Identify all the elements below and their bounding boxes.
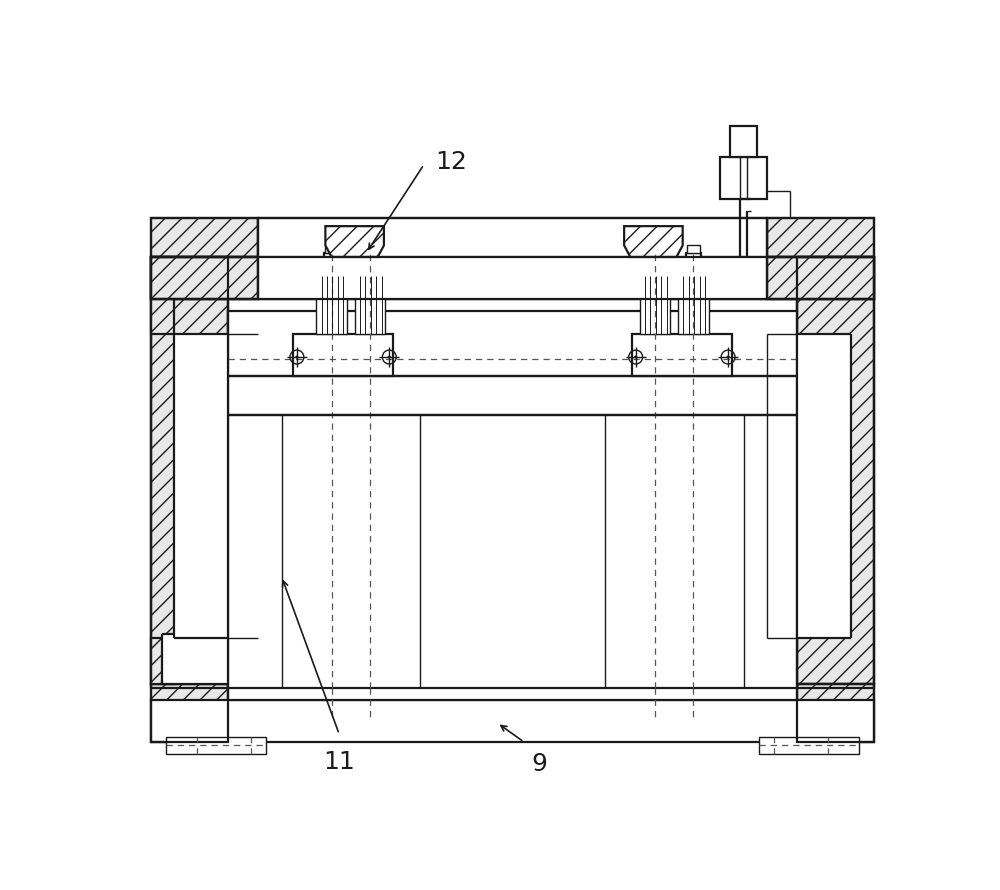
Bar bbox=[151, 257, 874, 299]
Bar bbox=[632, 334, 732, 376]
Bar bbox=[162, 635, 228, 684]
Bar bbox=[767, 218, 874, 257]
Bar bbox=[151, 257, 228, 684]
Bar bbox=[151, 218, 258, 257]
Bar bbox=[797, 257, 874, 684]
Polygon shape bbox=[624, 226, 683, 257]
Circle shape bbox=[727, 356, 729, 358]
Bar bbox=[355, 276, 385, 334]
Bar bbox=[647, 253, 663, 263]
Bar bbox=[258, 218, 767, 257]
Polygon shape bbox=[325, 226, 384, 257]
Bar bbox=[797, 257, 874, 684]
Bar bbox=[767, 257, 874, 299]
Bar bbox=[318, 263, 345, 276]
Bar bbox=[151, 684, 228, 742]
Bar bbox=[797, 684, 874, 742]
Bar bbox=[759, 737, 859, 754]
Bar bbox=[151, 257, 258, 299]
Bar bbox=[151, 257, 174, 334]
Bar bbox=[649, 246, 661, 253]
Bar bbox=[151, 638, 174, 684]
Bar bbox=[151, 257, 258, 299]
Bar bbox=[151, 257, 228, 684]
Bar bbox=[151, 684, 228, 742]
Bar bbox=[767, 218, 874, 257]
Bar bbox=[640, 276, 670, 334]
Text: 12: 12 bbox=[436, 150, 467, 174]
Bar bbox=[767, 257, 874, 299]
Bar bbox=[797, 334, 851, 638]
Bar bbox=[258, 257, 767, 299]
Bar bbox=[364, 246, 376, 253]
Bar bbox=[687, 246, 700, 253]
Circle shape bbox=[388, 356, 390, 358]
Bar bbox=[151, 218, 258, 257]
Bar bbox=[166, 737, 266, 754]
Circle shape bbox=[635, 356, 637, 358]
Bar bbox=[362, 253, 378, 263]
Bar bbox=[357, 263, 383, 276]
Bar bbox=[293, 334, 393, 376]
Bar bbox=[686, 253, 701, 263]
Bar bbox=[324, 253, 339, 263]
Bar bbox=[316, 276, 347, 334]
Text: 9: 9 bbox=[532, 752, 548, 776]
Bar bbox=[151, 257, 874, 299]
Bar bbox=[151, 700, 874, 742]
Bar bbox=[680, 263, 707, 276]
Bar bbox=[228, 684, 797, 700]
Bar bbox=[174, 334, 228, 638]
Bar bbox=[642, 263, 668, 276]
Bar bbox=[228, 311, 797, 688]
Bar bbox=[730, 126, 757, 157]
Bar bbox=[678, 276, 709, 334]
Circle shape bbox=[296, 356, 298, 358]
Bar bbox=[720, 157, 767, 199]
Bar bbox=[325, 246, 338, 253]
Text: 11: 11 bbox=[323, 749, 355, 773]
Bar bbox=[797, 684, 874, 742]
Bar bbox=[228, 376, 797, 415]
